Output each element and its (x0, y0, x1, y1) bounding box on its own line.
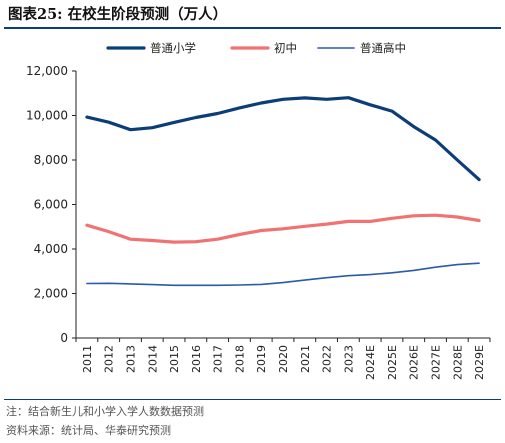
chart-title: 图表25: 在校生阶段预测（万人） (8, 6, 228, 23)
y-tick-label: 10,000 (26, 109, 68, 123)
x-tick-label: 2017 (212, 345, 225, 373)
x-tick-label: 2027E (430, 345, 443, 380)
series-line-3 (86, 262, 480, 287)
x-tick-label: 2015 (168, 345, 181, 373)
x-tick-label: 2018 (233, 345, 246, 373)
y-tick-label: 12,000 (26, 64, 68, 78)
y-tick-label: 6,000 (34, 198, 68, 212)
series-lines (85, 96, 481, 287)
x-tick-label: 2024E (364, 345, 377, 380)
y-tick-label: 0 (60, 331, 68, 345)
x-tick-label: 2019 (255, 345, 268, 373)
x-tick-label: 2026E (408, 345, 421, 380)
y-tick-label: 4,000 (34, 242, 68, 256)
legend-label: 普通小学 (150, 41, 196, 55)
series-line-2 (85, 213, 481, 244)
x-tick-label: 2021 (299, 345, 312, 373)
x-tick-label: 2020 (277, 345, 290, 373)
line-chart: 普通小学 初中 普通高中 0 2,000 4,000 6,000 8,000 10,000 12… (26, 41, 491, 380)
y-tick-label: 2,000 (34, 287, 68, 301)
footer-divider (4, 399, 501, 400)
source-note: 资料来源：统计局、华泰研究预测 (6, 424, 171, 437)
series-line-1 (85, 96, 481, 182)
x-axis: 2011 2012 2013 2014 2015 2016 2017 2018 2019 2020… (75, 337, 491, 380)
x-tick-label: 2023 (342, 345, 355, 373)
legend: 普通小学 初中 普通高中 (106, 41, 406, 55)
legend-label: 普通高中 (360, 41, 406, 55)
x-tick-label: 2025E (386, 345, 399, 380)
x-tick-label: 2029E (473, 345, 486, 380)
x-tick-label: 2013 (124, 345, 137, 373)
y-axis: 0 2,000 4,000 6,000 8,000 10,000 12,000 (26, 64, 77, 345)
legend-label: 初中 (274, 41, 297, 55)
footnote: 注：结合新生儿和小学入学人数数据预测 (6, 405, 204, 418)
x-tick-label: 2016 (190, 345, 203, 373)
x-tick-label: 2011 (81, 345, 94, 373)
x-tick-label: 2028E (451, 345, 464, 380)
y-tick-label: 8,000 (34, 153, 68, 167)
title-divider (4, 27, 501, 29)
x-tick-label: 2012 (103, 345, 116, 373)
x-tick-label: 2014 (146, 345, 159, 373)
x-tick-label: 2022 (321, 345, 334, 373)
